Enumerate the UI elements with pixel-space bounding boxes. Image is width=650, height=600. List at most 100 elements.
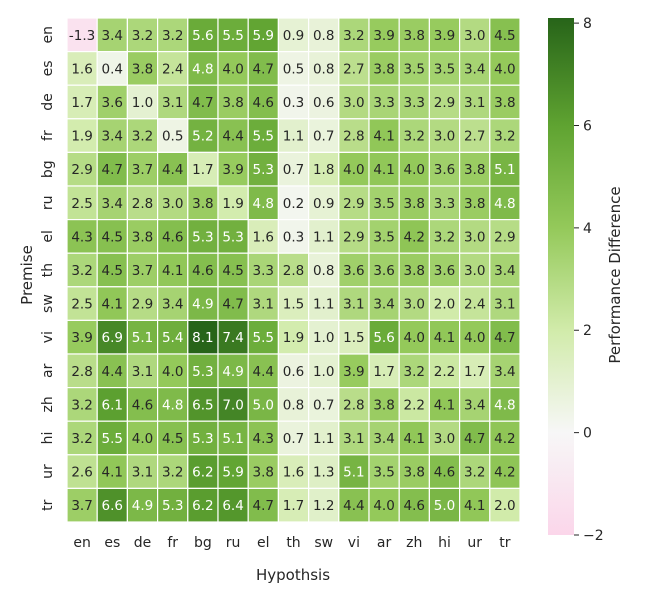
heatmap-cell: [217, 118, 249, 154]
cell-value-label: 0.5: [162, 129, 183, 145]
cell-value-label: 0.9: [313, 196, 334, 212]
heatmap-cell: [277, 50, 310, 86]
heatmap-cell: [187, 252, 219, 288]
cell-value-label: 5.0: [434, 498, 455, 514]
heatmap-cell: [217, 286, 249, 321]
heatmap-cell: [368, 252, 400, 288]
heatmap-cell: [338, 353, 370, 389]
y-tick-label: vi: [40, 331, 56, 343]
heatmap-cell: [217, 17, 249, 53]
cell-value-label: 5.5: [102, 431, 123, 447]
cell-value-label: 3.6: [434, 263, 455, 279]
cell-value-label: 4.8: [494, 397, 515, 413]
cell-value-label: 3.2: [162, 28, 183, 44]
cell-value-label: 3.8: [404, 465, 425, 481]
heatmap-cell: [489, 84, 521, 120]
cell-value-label: 4.0: [404, 162, 425, 178]
cell-value-label: 4.8: [494, 196, 515, 212]
cell-value-label: 4.5: [102, 263, 123, 279]
cell-value-label: 3.1: [343, 297, 364, 313]
heatmap-cell: [308, 151, 340, 187]
cell-value-label: 4.7: [222, 297, 243, 313]
y-tick-label: bg: [40, 160, 56, 178]
heatmap-cell: [66, 454, 98, 489]
heatmap-cell: [217, 151, 249, 187]
cell-value-label: 4.0: [162, 364, 183, 380]
cell-value-label: 3.5: [373, 465, 394, 481]
cell-value-label: 5.3: [192, 229, 213, 245]
cell-value-label: 3.8: [404, 196, 425, 212]
cell-value-label: 3.4: [494, 263, 515, 279]
heatmap-cell: [368, 487, 400, 523]
x-tick-label: zh: [406, 535, 422, 551]
cell-value-label: 4.4: [162, 162, 183, 178]
cell-value-label: 2.9: [132, 297, 153, 313]
cell-value-label: 3.6: [373, 263, 394, 279]
heatmap-cell: [398, 185, 431, 221]
cell-value-label: 5.1: [343, 465, 364, 481]
heatmap-cell: [277, 420, 310, 456]
x-tick-labels: en es de fr bg ru el th sw vi ar zh hi ur tr: [73, 535, 510, 551]
cell-value-label: 3.2: [404, 364, 425, 380]
cell-value-label: 4.0: [464, 330, 485, 346]
y-axis-label: Premise: [18, 245, 36, 305]
colorbar-tick-label: 2: [583, 323, 592, 339]
cell-value-label: 1.1: [313, 297, 334, 313]
cell-value-label: 1.3: [313, 465, 334, 481]
y-tick-labels: en es de fr bg ru el th sw vi ar zh hi ur tr: [40, 26, 56, 511]
heatmap-cell: [489, 50, 521, 86]
heatmap-cell: [459, 185, 491, 221]
cell-value-label: 1.1: [283, 129, 304, 145]
heatmap-cell: [308, 487, 340, 523]
heatmap-cell: [428, 454, 461, 489]
y-tick-label: ru: [40, 195, 56, 210]
cell-value-label: 6.6: [102, 498, 123, 514]
cell-value-label: 3.5: [373, 229, 394, 245]
cell-value-label: 3.5: [404, 61, 425, 77]
heatmap-cell: [277, 286, 310, 321]
cell-value-label: 3.0: [434, 129, 455, 145]
cell-value-label: 5.3: [162, 498, 183, 514]
heatmap-cell: [459, 17, 491, 53]
heatmap-cell: [489, 286, 521, 321]
cell-value-label: 3.9: [373, 28, 394, 44]
cell-value-label: 5.4: [162, 330, 183, 346]
heatmap-cell: [187, 50, 219, 86]
heatmap-cell: [277, 17, 310, 53]
cell-value-label: 2.9: [343, 229, 364, 245]
cell-value-label: 3.1: [132, 364, 153, 380]
cell-value-label: 3.7: [132, 263, 153, 279]
cell-value-label: 3.1: [162, 95, 183, 111]
cell-value-label: 3.8: [373, 61, 394, 77]
heatmap-cell: [217, 487, 249, 523]
cell-value-label: 5.6: [373, 330, 394, 346]
cell-value-label: 0.2: [283, 196, 304, 212]
cell-value-label: 4.5: [162, 431, 183, 447]
heatmap-cell: [368, 286, 400, 321]
cell-value-label: 3.0: [464, 28, 485, 44]
cell-value-label: 4.5: [102, 229, 123, 245]
cell-value-label: 0.6: [313, 95, 334, 111]
cell-value-label: 1.6: [71, 61, 92, 77]
cell-value-label: 2.2: [404, 397, 425, 413]
heatmap-cell: [217, 84, 249, 120]
heatmap-cell: [277, 319, 310, 355]
y-tick-label: ur: [40, 464, 56, 479]
cell-value-label: 4.4: [102, 364, 123, 380]
heatmap-cell: [489, 185, 521, 221]
cell-value-label: 3.2: [404, 129, 425, 145]
cell-value-label: 4.3: [71, 229, 92, 245]
heatmap-cell: [489, 487, 521, 523]
heatmap-cell: [247, 185, 279, 221]
cell-value-label: 4.7: [192, 95, 213, 111]
heatmap-cell: [66, 387, 98, 422]
y-tick-label: th: [40, 263, 56, 277]
heatmap-cell: [217, 50, 249, 86]
x-tick-label: el: [257, 535, 270, 551]
heatmap-cell: [338, 118, 370, 154]
cell-value-label: 1.1: [313, 431, 334, 447]
cell-value-label: 1.5: [343, 330, 364, 346]
heatmap-cell: [489, 319, 521, 355]
cell-value-label: 4.2: [404, 229, 425, 245]
cell-value-label: 1.9: [71, 129, 92, 145]
